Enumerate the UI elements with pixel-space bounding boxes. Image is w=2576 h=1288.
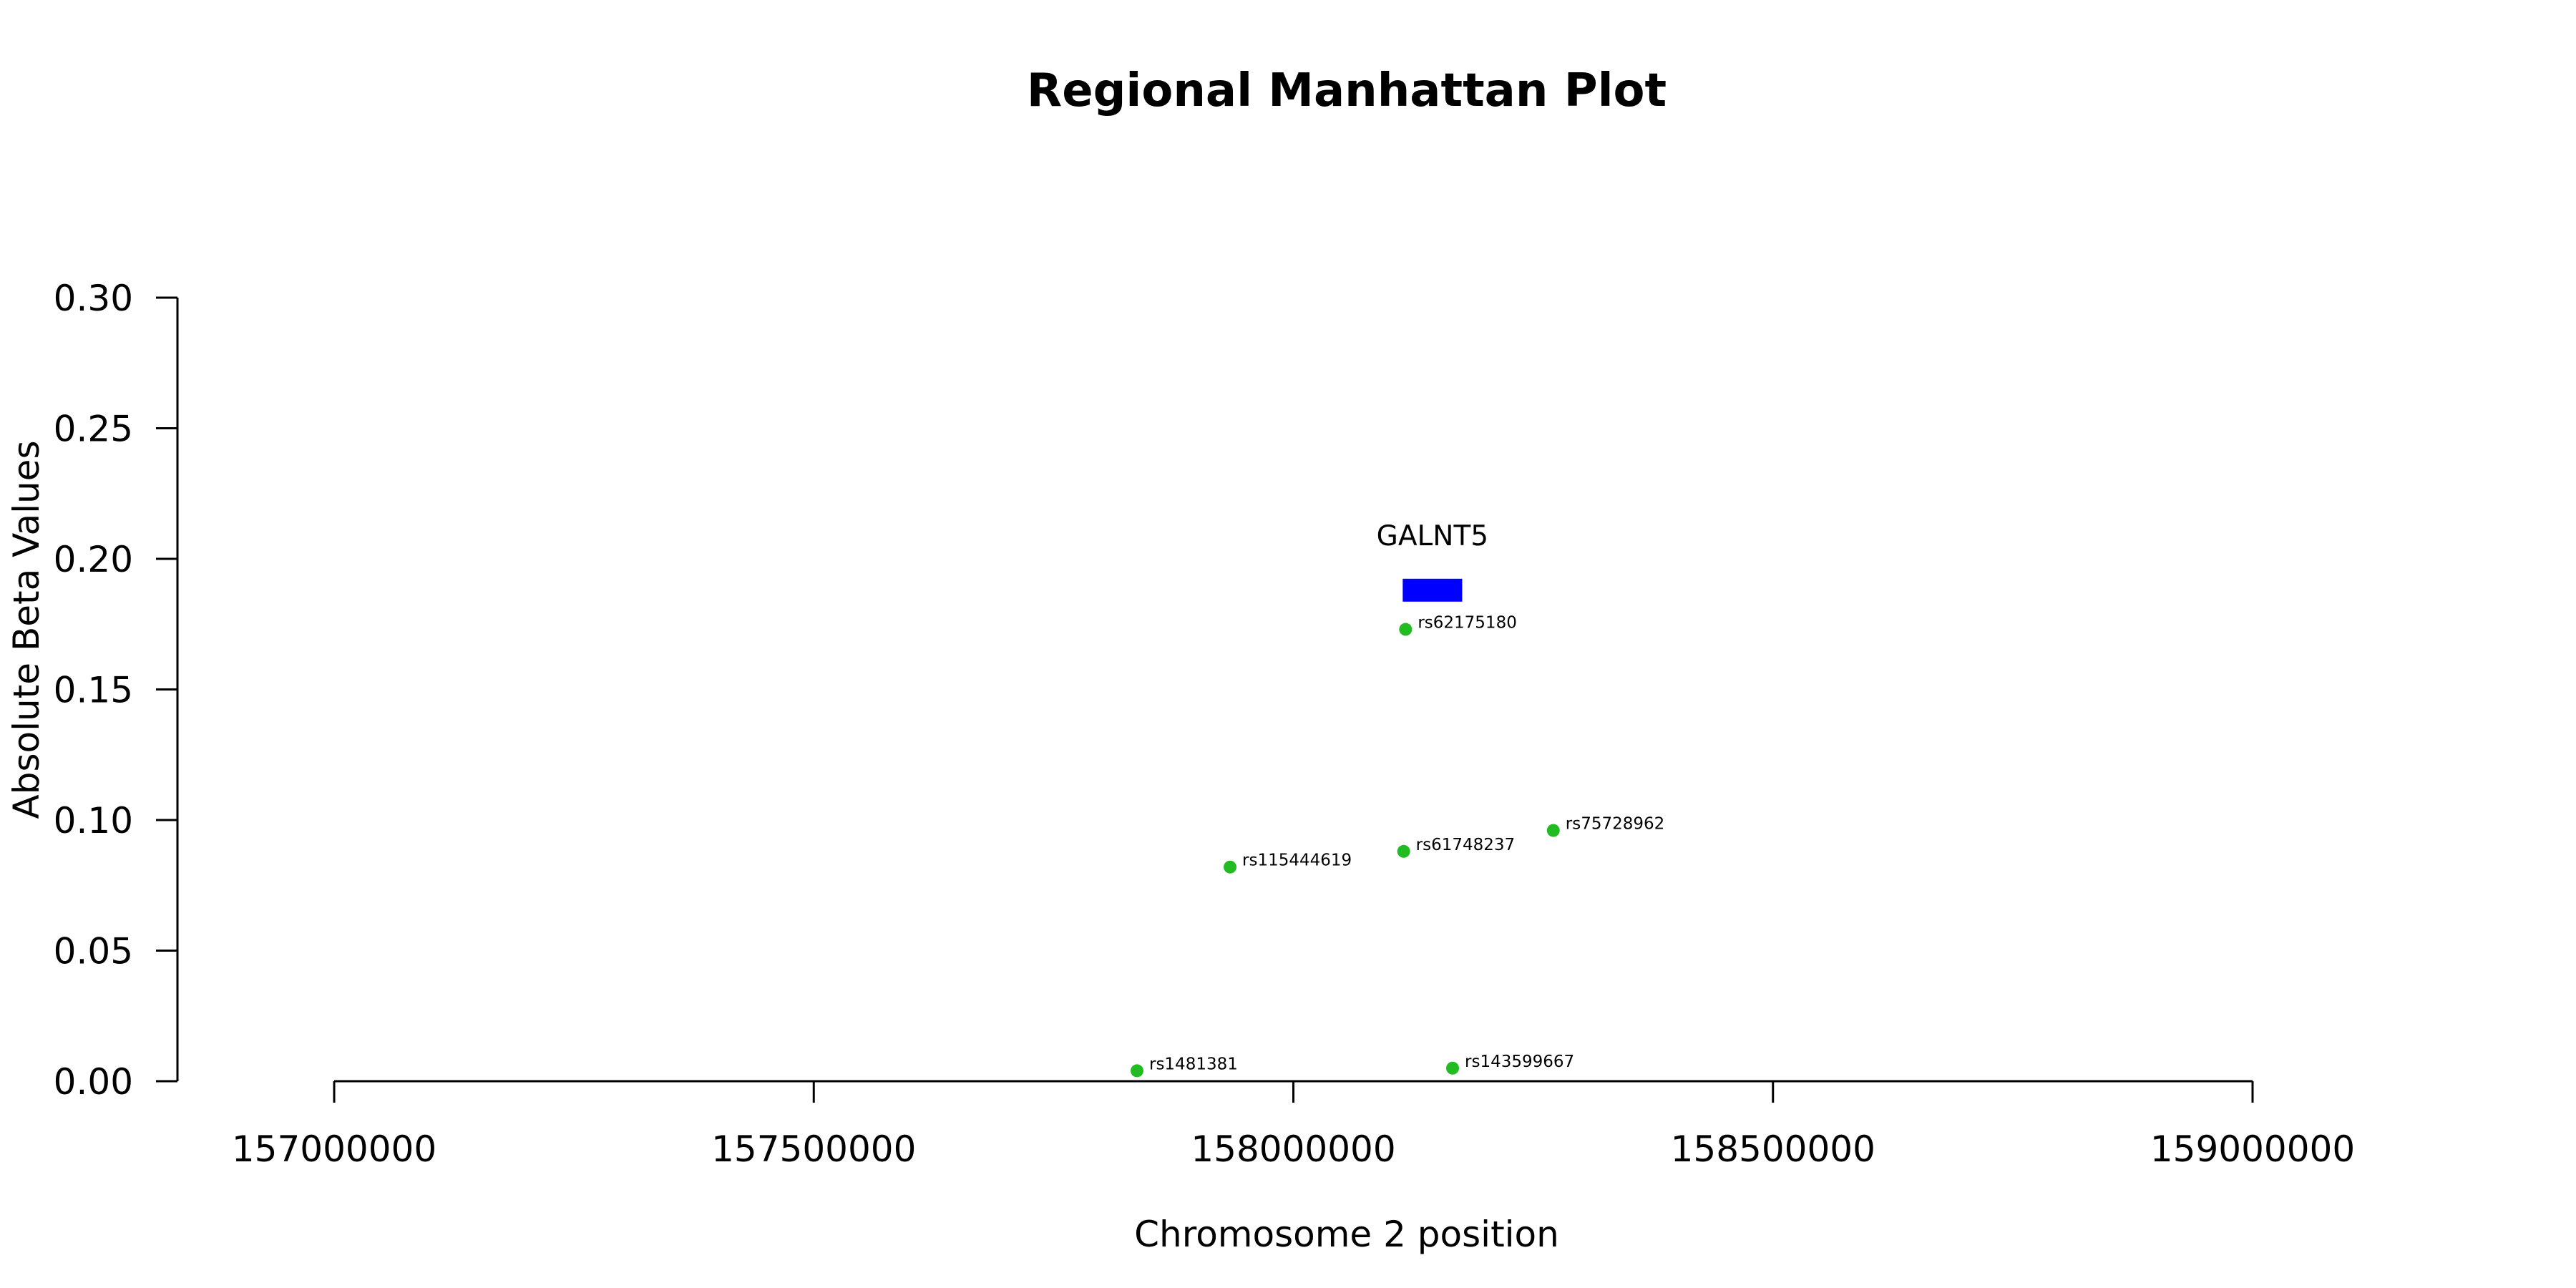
snp-label: rs75728962: [1566, 815, 1665, 834]
x-axis: 157000000 157500000 158000000 158500000 1590…: [232, 1080, 2355, 1170]
y-axis: 0.00 0.05 0.10 0.15 0.20 0.25 0.30: [54, 278, 179, 1103]
y-tick-label: 0.20: [54, 539, 133, 580]
y-tick-label: 0.00: [54, 1061, 133, 1103]
gene-track: GALNT5: [1377, 520, 1488, 602]
y-tick-label: 0.05: [54, 931, 133, 972]
x-axis-label: Chromosome 2 position: [1134, 1214, 1559, 1255]
chart-title: Regional Manhattan Plot: [1027, 64, 1667, 117]
snp-label: rs62175180: [1418, 614, 1517, 633]
snp-point: [1546, 824, 1560, 837]
y-tick-label: 0.25: [54, 409, 133, 450]
gene-bar: [1402, 578, 1463, 602]
snp-point: [1130, 1064, 1143, 1078]
x-tick-label: 158000000: [1191, 1128, 1395, 1170]
snp-point: [1224, 860, 1237, 874]
y-tick-label: 0.15: [54, 670, 133, 711]
snp-point: [1399, 623, 1413, 636]
snp-point: [1446, 1061, 1460, 1075]
snp-label: rs1481381: [1149, 1055, 1238, 1073]
snp-point: [1397, 844, 1410, 858]
y-tick-label: 0.10: [54, 800, 133, 841]
x-tick-label: 157000000: [232, 1128, 436, 1170]
gene-label: GALNT5: [1377, 520, 1488, 552]
x-tick-label: 157500000: [711, 1128, 916, 1170]
x-tick-label: 158500000: [1671, 1128, 1875, 1170]
y-tick-label: 0.30: [54, 278, 133, 319]
snp-label: rs61748237: [1416, 836, 1516, 854]
x-tick-label: 159000000: [2150, 1128, 2355, 1170]
y-axis-label: Absolute Beta Values: [6, 441, 47, 819]
snp-label: rs115444619: [1242, 852, 1352, 870]
snp-label: rs143599667: [1465, 1053, 1574, 1071]
snp-points: rs62175180 rs115444619 rs61748237 rs7572896…: [1130, 614, 1665, 1078]
